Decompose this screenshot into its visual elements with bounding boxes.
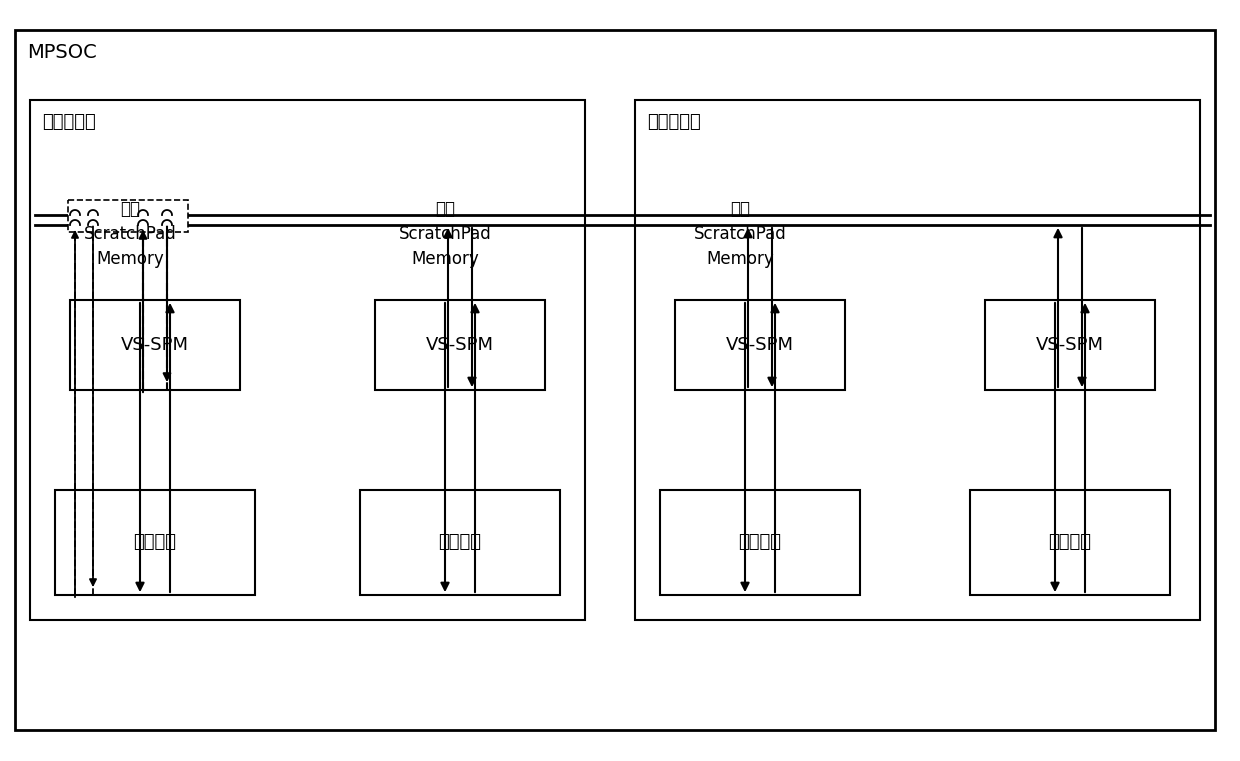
Text: 本组
ScratchPad
Memory: 本组 ScratchPad Memory: [398, 200, 491, 268]
Text: MPSOC: MPSOC: [27, 43, 97, 62]
Bar: [360, 490, 560, 595]
Bar: [970, 490, 1171, 595]
Bar: [68, 200, 188, 232]
Polygon shape: [69, 220, 81, 225]
Polygon shape: [162, 210, 172, 215]
Polygon shape: [69, 210, 81, 215]
Bar: [675, 300, 844, 390]
Text: 远端
ScratchPad
Memory: 远端 ScratchPad Memory: [693, 200, 786, 268]
Bar: [69, 300, 241, 390]
Bar: [660, 490, 861, 595]
Bar: [985, 300, 1154, 390]
Text: 处理器核: 处理器核: [134, 533, 176, 552]
Text: VS-SPM: VS-SPM: [725, 336, 794, 354]
Polygon shape: [138, 220, 148, 225]
Bar: [374, 300, 546, 390]
Bar: [55, 490, 255, 595]
Text: VS-SPM: VS-SPM: [1035, 336, 1104, 354]
Text: VS-SPM: VS-SPM: [427, 336, 494, 354]
Text: VS-SPM: VS-SPM: [122, 336, 188, 354]
Text: 处理器核: 处理器核: [439, 533, 481, 552]
Text: 处理器核组: 处理器核组: [647, 113, 701, 131]
Polygon shape: [88, 210, 98, 215]
Bar: [30, 100, 585, 620]
Text: 处理器核: 处理器核: [739, 533, 781, 552]
Polygon shape: [138, 210, 148, 215]
Text: 本地
ScratchPad
Memory: 本地 ScratchPad Memory: [83, 200, 176, 268]
Polygon shape: [88, 220, 98, 225]
Polygon shape: [162, 220, 172, 225]
Text: 处理器核组: 处理器核组: [42, 113, 95, 131]
Bar: [635, 100, 1200, 620]
Text: 处理器核: 处理器核: [1049, 533, 1091, 552]
